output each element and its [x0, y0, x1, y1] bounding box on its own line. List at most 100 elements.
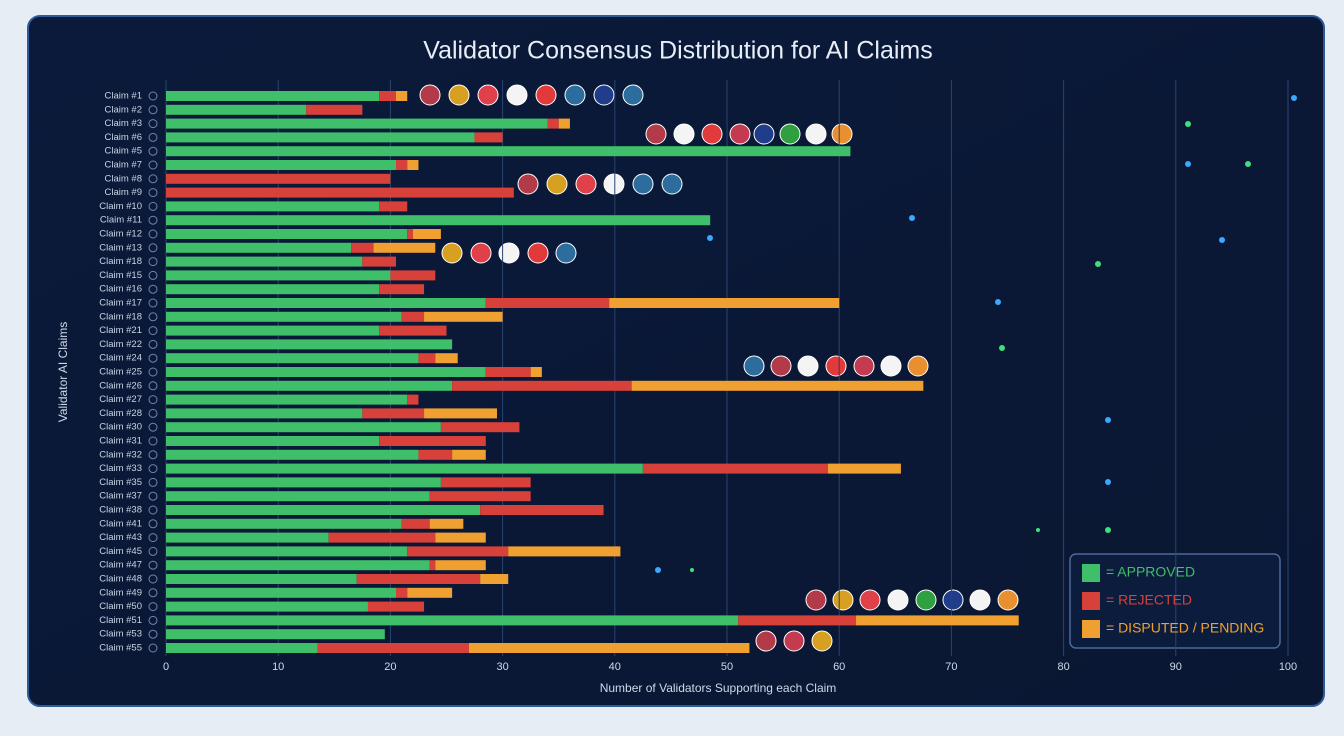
row-icon	[148, 408, 158, 418]
bar-segment	[166, 270, 391, 281]
bar-segment	[166, 518, 402, 529]
bar-segment	[396, 91, 408, 101]
row-icon	[148, 629, 158, 639]
row-icon	[148, 367, 158, 377]
y-tick-label: Claim #5	[105, 146, 143, 157]
y-tick-label: Claim #51	[99, 615, 142, 626]
legend-swatch	[1082, 564, 1100, 582]
bar-segment	[166, 629, 385, 640]
row-icon	[148, 450, 158, 460]
bar-segment	[166, 477, 441, 488]
y-tick-label: Claim #49	[99, 587, 142, 598]
row-icon	[148, 243, 158, 253]
row-icon	[148, 312, 158, 322]
legend-swatch	[1082, 592, 1100, 610]
x-tick-label: 100	[1279, 661, 1297, 673]
x-tick-label: 60	[833, 661, 845, 673]
y-tick-label: Claim #10	[99, 201, 142, 212]
bar-segment	[373, 242, 436, 253]
bar-segment	[418, 353, 436, 364]
row-icon	[148, 533, 158, 543]
y-tick-label: Claim #2	[105, 104, 143, 115]
bar-segment	[452, 380, 632, 391]
y-tick-label: Claim #27	[99, 394, 142, 405]
y-tick-label: Claim #25	[99, 367, 142, 378]
bar-segment	[435, 353, 458, 364]
bar-segment	[407, 394, 419, 405]
x-tick-label: 30	[496, 661, 508, 673]
y-tick-label: Claim #1	[105, 91, 143, 102]
bar-segment	[547, 118, 559, 129]
bar-segment	[166, 187, 514, 198]
bar-segment	[530, 367, 542, 377]
bar-segment	[166, 201, 380, 212]
row-icon	[148, 381, 158, 391]
bar-segment	[166, 532, 329, 543]
row-icon	[148, 436, 158, 446]
chart-title: Validator Consensus Distribution for AI …	[423, 37, 932, 65]
row-icon	[148, 298, 158, 308]
bar-segment	[407, 229, 413, 239]
y-tick-label: Claim #8	[105, 173, 143, 184]
bar-segment	[379, 325, 447, 336]
bar-segment	[166, 380, 453, 391]
y-tick-label: Claim #43	[99, 532, 142, 543]
bar-segment	[485, 367, 531, 377]
row-icon	[148, 588, 158, 598]
bar-segment	[424, 408, 497, 419]
bar-segment	[166, 367, 486, 377]
bar-segment	[474, 132, 503, 143]
row-icon	[148, 188, 158, 198]
bar-segment	[166, 643, 318, 653]
row-icon	[148, 257, 158, 267]
row-icon	[148, 119, 158, 129]
bar-segment	[452, 449, 486, 460]
bar-segment	[856, 615, 1019, 626]
y-tick-label: Claim #26	[99, 380, 142, 391]
bar-segment	[166, 601, 368, 612]
bar-segment	[485, 298, 610, 308]
bar-segment	[166, 408, 363, 419]
bar-segment	[166, 491, 430, 502]
bar-segment	[558, 118, 570, 129]
bar-segment	[390, 270, 436, 281]
y-tick-label: Claim #30	[99, 422, 142, 433]
bar-segment	[440, 422, 520, 433]
x-tick-label: 70	[945, 661, 957, 673]
bar-segment	[407, 587, 453, 598]
legend-box	[1069, 553, 1281, 649]
y-tick-label: Claim #15	[99, 270, 142, 281]
bar-segment	[166, 118, 548, 129]
bar-segment	[356, 574, 481, 584]
y-tick-label: Claim #55	[99, 643, 142, 654]
bar-segment	[362, 256, 397, 267]
bar-segment	[362, 408, 425, 419]
bar-segment	[166, 615, 739, 626]
bar-segment	[166, 574, 357, 584]
bar-segment	[631, 380, 924, 391]
y-tick-label: Claim #32	[99, 449, 142, 460]
x-tick-label: 0	[163, 661, 169, 673]
row-icon	[148, 326, 158, 336]
row-icon	[148, 422, 158, 432]
bar-segment	[166, 173, 391, 184]
y-tick-label: Claim #33	[99, 463, 142, 474]
legend-swatch	[1082, 620, 1100, 638]
bar-segment	[379, 284, 425, 295]
bar-segment	[401, 311, 425, 322]
bar-segment	[468, 643, 750, 653]
bar-segment	[166, 587, 397, 598]
bar-segment	[317, 643, 469, 653]
bar-segment	[609, 298, 840, 308]
row-icon	[148, 284, 158, 294]
y-tick-label: Claim #53	[99, 629, 142, 640]
bar-segment	[166, 560, 430, 571]
x-tick-label: 20	[384, 661, 396, 673]
bar-segment	[166, 215, 711, 226]
y-tick-label: Claim #41	[99, 518, 142, 529]
bar-segment	[429, 491, 531, 502]
bar-segment	[166, 132, 475, 143]
y-tick-label: Claim #7	[105, 160, 143, 171]
